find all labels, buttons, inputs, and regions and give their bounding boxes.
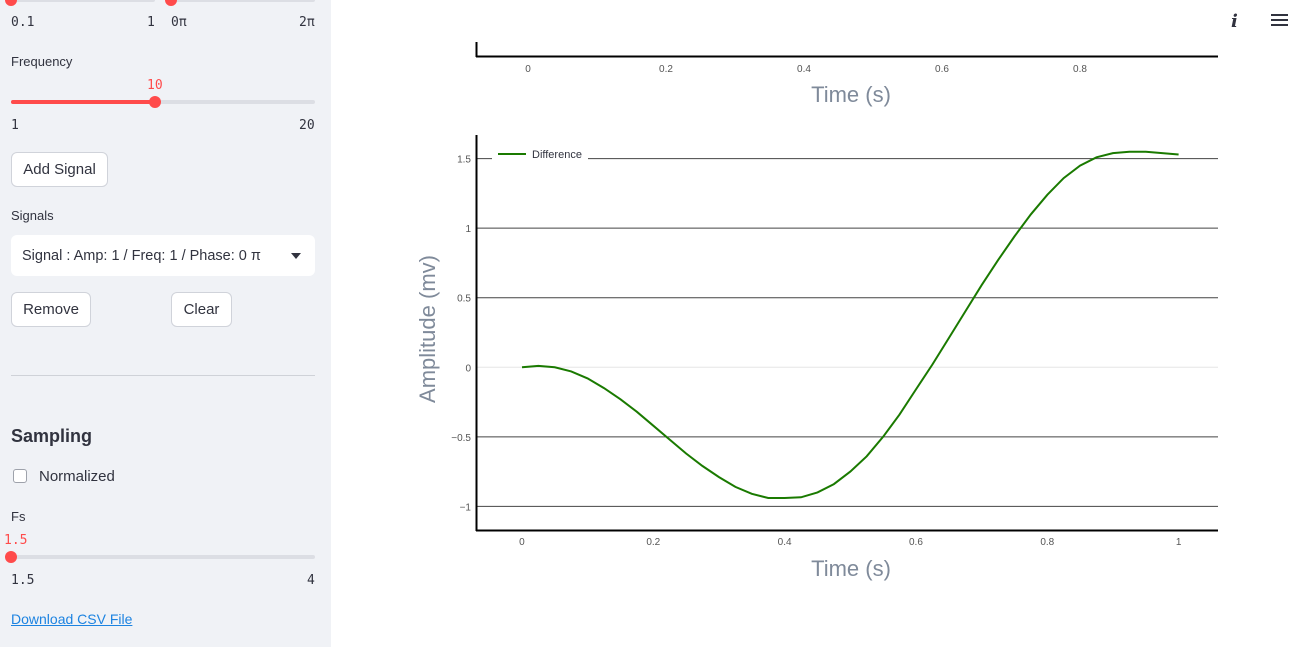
top-slider-b-thumb[interactable] [165, 0, 177, 6]
y-tick-label: −1 [460, 502, 472, 513]
top-x-tick-label: 0.6 [935, 64, 949, 75]
frequency-slider-track[interactable] [11, 100, 315, 104]
remove-button[interactable]: Remove [11, 292, 91, 327]
clear-button[interactable]: Clear [171, 292, 232, 327]
y-tick-label: 0.5 [457, 294, 471, 305]
sidebar-divider [11, 375, 315, 376]
fs-min: 1.5 [11, 573, 35, 588]
frequency-value: 10 [147, 78, 163, 93]
x-tick-label: 0.6 [909, 537, 923, 548]
x-tick-label: 0.4 [778, 537, 792, 548]
difference-chart: 1.5 1 0.5 0 −0.5 −1 0 0.2 0.4 0.6 0.8 1 Difference… [415, 135, 1218, 581]
x-tick-label: 0.8 [1040, 537, 1054, 548]
frequency-label: Frequency [11, 54, 73, 69]
x-tick-label: 0.2 [646, 537, 660, 548]
top-x-tick-label: 0.8 [1073, 64, 1087, 75]
top-slider-a-thumb[interactable] [5, 0, 17, 6]
info-icon[interactable]: i [1231, 11, 1238, 32]
top-slider-b-max: 2π [299, 15, 315, 30]
frequency-min: 1 [11, 118, 19, 133]
top-slider-a-track[interactable] [11, 0, 155, 2]
frequency-slider-fill [11, 100, 156, 104]
download-csv-link[interactable]: Download CSV File [11, 611, 133, 627]
top-chart: 0 0.2 0.4 0.6 0.8 Time (s) [475, 42, 1218, 107]
sampling-heading: Sampling [11, 426, 93, 446]
chart-x-label: Time (s) [811, 556, 891, 581]
legend-label: Difference [532, 149, 582, 161]
chart-y-label: Amplitude (mv) [415, 255, 440, 403]
normalized-checkbox[interactable] [13, 469, 27, 483]
frequency-slider-thumb[interactable] [149, 96, 162, 108]
legend-box [492, 145, 588, 165]
top-chart-x-label: Time (s) [811, 82, 891, 107]
top-slider-b-min: 0π [171, 15, 187, 30]
top-x-tick-label: 0.4 [797, 64, 811, 75]
x-tick-label: 1 [1176, 537, 1182, 548]
chevron-down-icon [291, 253, 301, 259]
top-slider-a-min: 0.1 [11, 15, 35, 30]
top-slider-b-track[interactable] [171, 0, 315, 2]
hamburger-menu-icon[interactable] [1271, 14, 1288, 26]
y-tick-label: 0 [465, 363, 471, 374]
fs-label: Fs [11, 509, 26, 524]
signals-select-value: Signal : Amp: 1 / Freq: 1 / Phase: 0 π [22, 247, 261, 264]
frequency-max: 20 [299, 118, 315, 133]
top-x-tick-label: 0 [525, 64, 531, 75]
fs-slider-track[interactable] [11, 555, 315, 559]
signals-select[interactable]: Signal : Amp: 1 / Freq: 1 / Phase: 0 π [11, 235, 315, 276]
y-tick-label: 1 [465, 224, 471, 235]
top-x-tick-label: 0.2 [659, 64, 673, 75]
signals-label: Signals [11, 208, 54, 223]
fs-value: 1.5 [4, 533, 28, 548]
y-tick-label: 1.5 [457, 155, 471, 166]
x-tick-label: 0 [519, 537, 525, 548]
sidebar: 0.1 1 0π 2π Frequency 10 1 20 Add Signal… [0, 0, 331, 647]
top-slider-a-max: 1 [147, 15, 155, 30]
normalized-label[interactable]: Normalized [39, 468, 115, 485]
add-signal-button[interactable]: Add Signal [11, 152, 108, 187]
fs-slider-thumb[interactable] [5, 551, 17, 563]
fs-max: 4 [307, 573, 315, 588]
y-tick-label: −0.5 [451, 433, 471, 444]
series-line-difference [521, 150, 1179, 499]
